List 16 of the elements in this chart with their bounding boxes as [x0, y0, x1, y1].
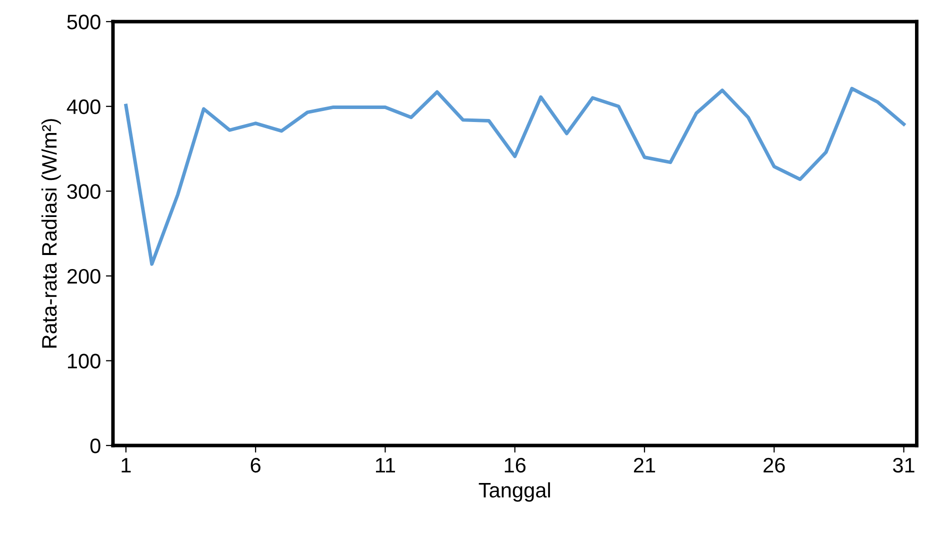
- x-tick-label: 16: [504, 458, 526, 473]
- y-tick-label: 0: [90, 438, 100, 454]
- line-series: [124, 86, 906, 266]
- y-tick-label: 300: [67, 184, 100, 199]
- y-tick-label: 200: [67, 268, 100, 284]
- x-axis-title: Tanggal: [478, 482, 550, 502]
- x-tick-label: 11: [376, 458, 396, 472]
- x-tick-label: 1: [122, 458, 131, 472]
- y-tick-label: 400: [66, 99, 100, 114]
- y-tick-label: 500: [67, 14, 100, 30]
- y-tick-label: 100: [68, 354, 100, 368]
- x-tick-label: 21: [634, 458, 656, 472]
- x-tick-label: 31: [892, 458, 914, 473]
- x-tick-label: 6: [250, 458, 260, 473]
- y-axis-title: Rata-rata Radiasi (W/m²): [41, 119, 61, 348]
- x-tick-label: 26: [764, 458, 785, 473]
